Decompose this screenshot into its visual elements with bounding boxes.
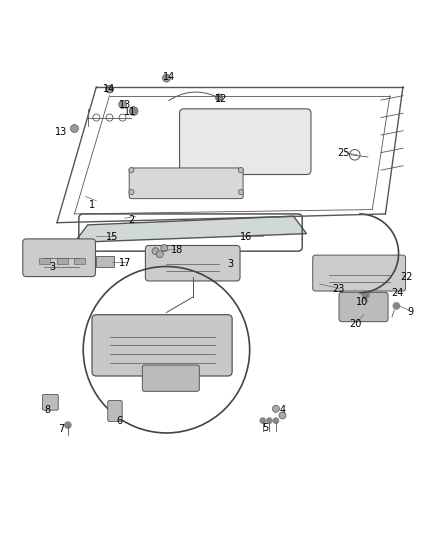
Circle shape: [152, 248, 159, 255]
Text: 22: 22: [400, 272, 413, 282]
Circle shape: [64, 422, 71, 429]
Circle shape: [238, 167, 244, 173]
Circle shape: [106, 85, 113, 93]
Circle shape: [362, 291, 370, 299]
Text: 4: 4: [279, 405, 286, 415]
Text: 18: 18: [171, 245, 184, 255]
Circle shape: [129, 107, 138, 115]
Circle shape: [119, 101, 127, 108]
Circle shape: [238, 189, 244, 195]
FancyBboxPatch shape: [339, 292, 388, 322]
Circle shape: [156, 251, 163, 258]
Text: 1: 1: [89, 200, 95, 210]
FancyBboxPatch shape: [180, 109, 311, 174]
Circle shape: [162, 74, 170, 82]
Circle shape: [161, 245, 168, 252]
Circle shape: [273, 418, 279, 424]
Text: 15: 15: [106, 232, 118, 242]
Bar: [39, 258, 50, 264]
Circle shape: [71, 125, 78, 133]
Circle shape: [215, 94, 223, 101]
FancyBboxPatch shape: [142, 365, 199, 391]
FancyBboxPatch shape: [129, 168, 243, 199]
Text: 3: 3: [227, 260, 233, 269]
FancyBboxPatch shape: [42, 394, 58, 410]
FancyBboxPatch shape: [145, 246, 240, 281]
Circle shape: [279, 412, 286, 419]
Circle shape: [272, 405, 279, 413]
Text: 20: 20: [350, 319, 362, 329]
Text: 8: 8: [44, 405, 50, 415]
Circle shape: [129, 167, 134, 173]
Bar: [74, 258, 85, 264]
FancyBboxPatch shape: [313, 255, 406, 291]
Text: 6: 6: [116, 416, 122, 426]
Text: 17: 17: [119, 258, 131, 268]
Text: 24: 24: [392, 288, 404, 298]
Text: 13: 13: [55, 127, 67, 136]
Circle shape: [266, 418, 272, 424]
Circle shape: [129, 189, 134, 195]
Text: 5: 5: [262, 423, 268, 433]
Text: 3: 3: [49, 262, 56, 272]
Text: 12: 12: [215, 94, 227, 104]
Bar: [57, 258, 68, 264]
Circle shape: [393, 302, 400, 310]
FancyBboxPatch shape: [23, 239, 95, 277]
FancyBboxPatch shape: [108, 400, 122, 422]
Text: 2: 2: [128, 215, 134, 225]
Polygon shape: [74, 216, 307, 243]
Bar: [96, 255, 114, 266]
Text: 25: 25: [338, 149, 350, 158]
Text: 9: 9: [408, 306, 414, 317]
Text: 14: 14: [102, 84, 115, 94]
Text: 10: 10: [356, 297, 368, 308]
Text: 16: 16: [240, 232, 252, 242]
Text: 23: 23: [332, 284, 344, 294]
Text: 13: 13: [119, 100, 131, 110]
Text: 7: 7: [58, 424, 64, 434]
Text: 14: 14: [162, 72, 175, 82]
FancyBboxPatch shape: [92, 314, 232, 376]
Text: 11: 11: [124, 107, 136, 117]
Circle shape: [260, 418, 266, 424]
